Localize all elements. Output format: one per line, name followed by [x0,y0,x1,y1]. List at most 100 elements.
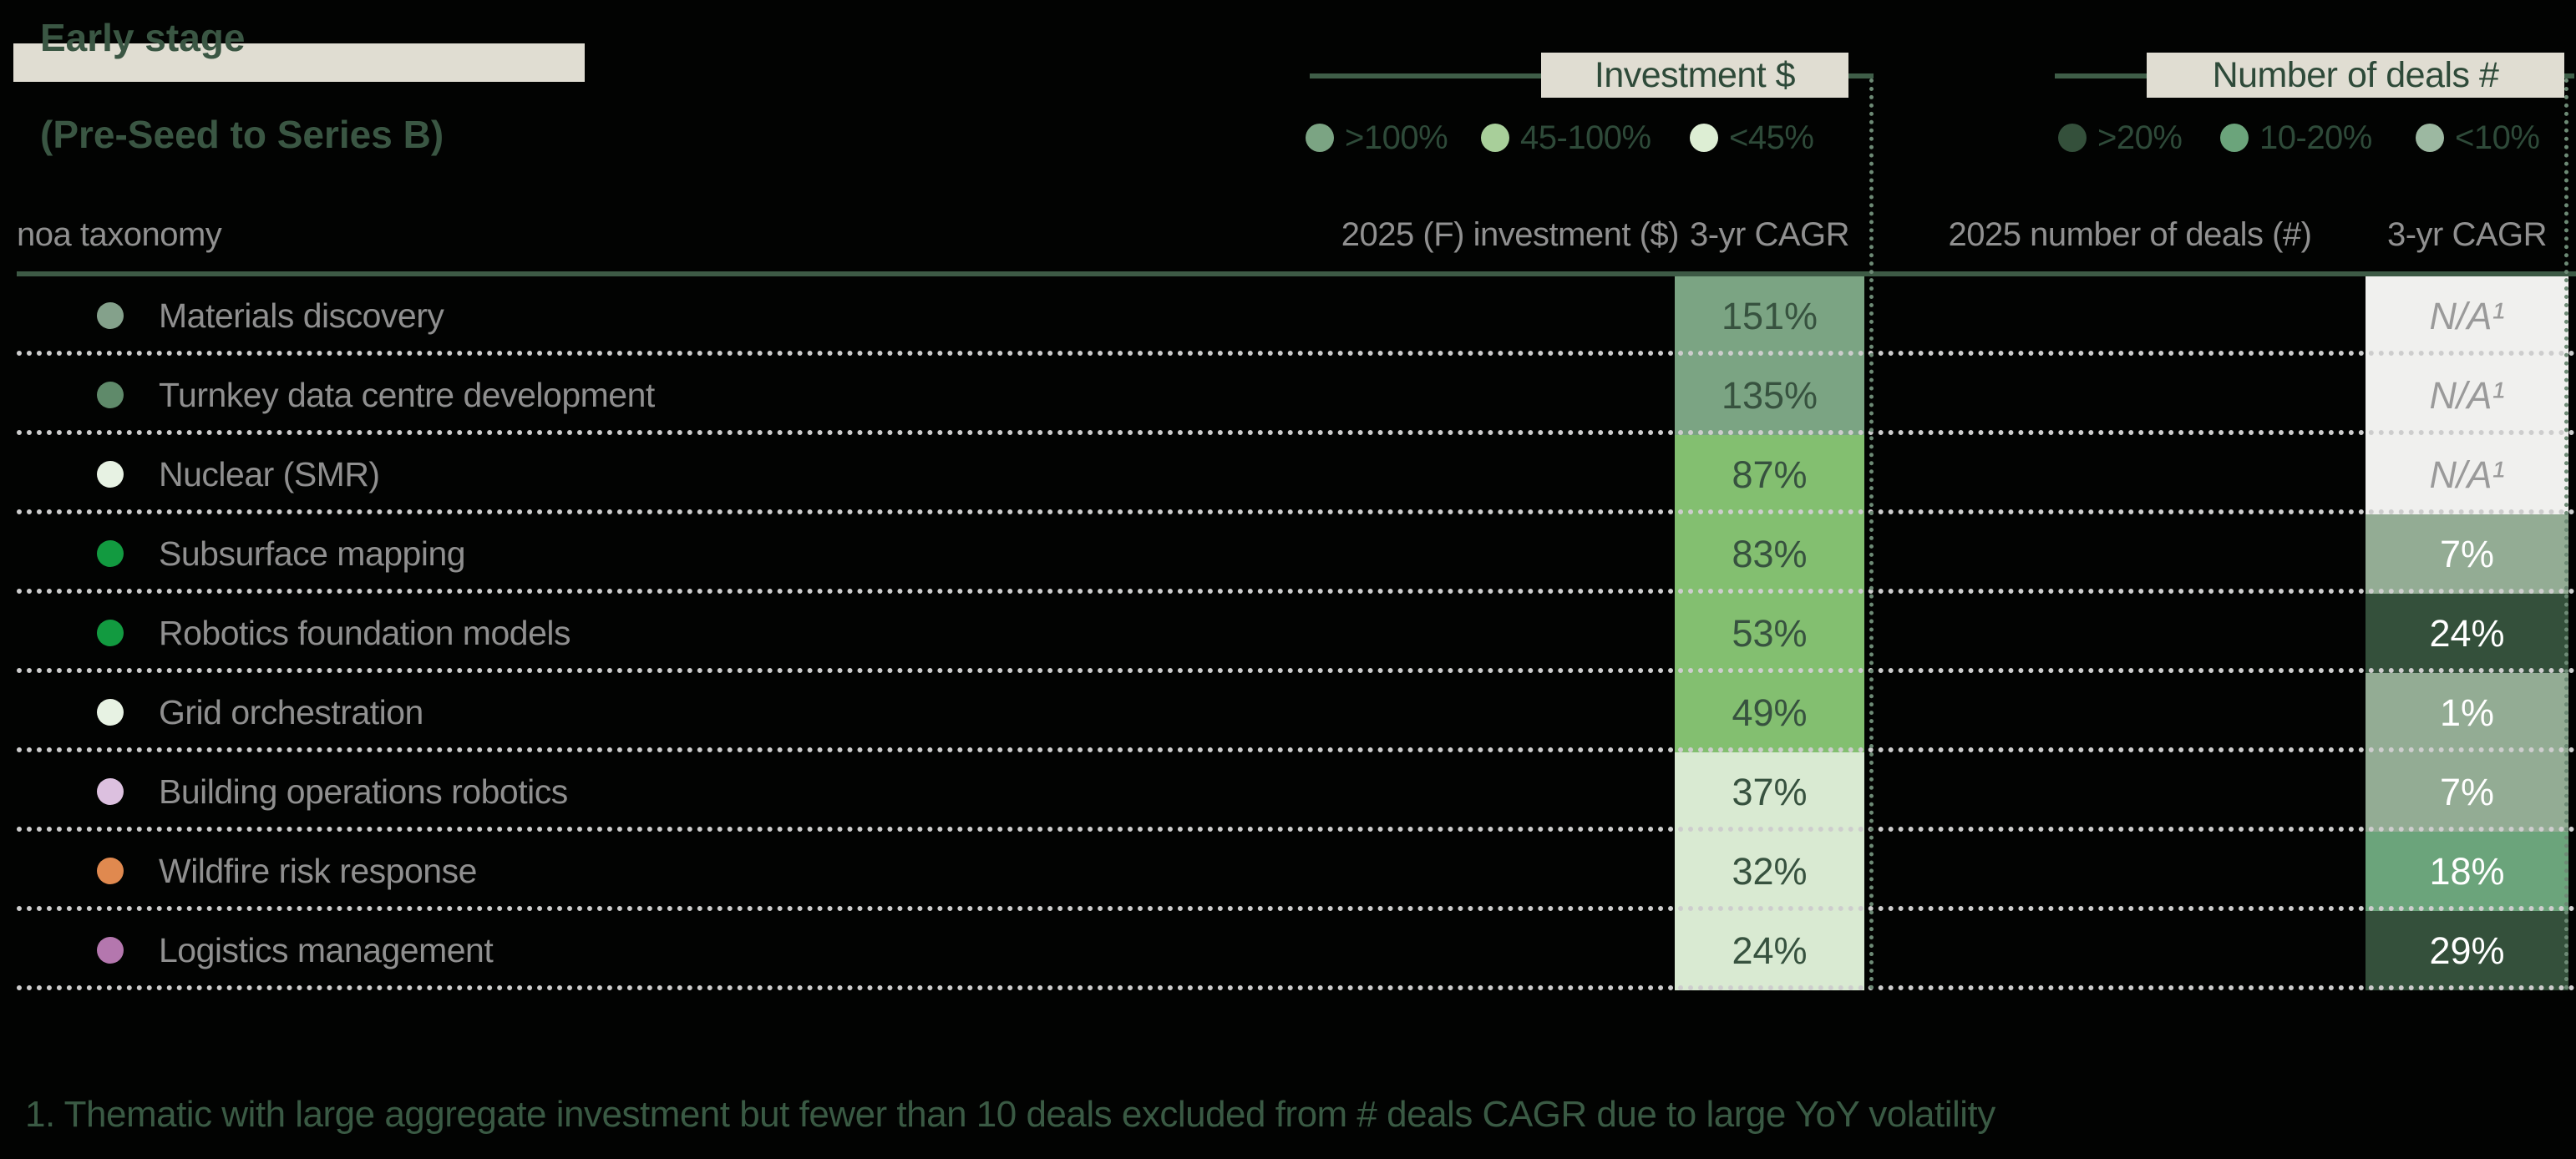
taxonomy-label: Building operations robotics [159,772,568,811]
column-header-deals-cagr: 3-yr CAGR [2386,215,2548,253]
investment-cagr-cell: 53% [1675,594,1864,673]
investment-cagr-value: 135% [1721,373,1818,417]
legend-label: >100% [1345,119,1448,156]
deals-cagr-cell: N/A¹ [2366,356,2568,435]
row-separator [17,668,2576,673]
legend-item: <10% [2416,119,2540,157]
page-title-line2: (Pre-Seed to Series B) [40,113,444,156]
deals-group-label: Number of deals # [2212,54,2499,95]
table-row: Wildfire risk response 32% 18% [0,832,2576,911]
taxonomy-label: Logistics management [159,931,494,969]
investment-cagr-cell: 87% [1675,435,1864,514]
category-dot-icon [97,302,124,329]
taxonomy-label: Grid orchestration [159,693,423,731]
deals-cagr-value: 7% [2439,770,2495,813]
legend-item: 10-20% [2220,119,2372,157]
table-row: Robotics foundation models 53% 24% [0,594,2576,673]
taxonomy-label: Nuclear (SMR) [159,455,380,493]
investment-cagr-cell: 83% [1675,514,1864,594]
row-separator [17,827,2576,832]
investment-cagr-value: 49% [1732,691,1808,734]
taxonomy-label: Materials discovery [159,296,444,335]
table-row: Nuclear (SMR) 87% N/A¹ [0,435,2576,514]
investment-cagr-cell: 24% [1675,911,1864,990]
deals-cagr-value: N/A¹ [2429,453,2505,496]
page-title: Early stage (Pre-Seed to Series B) [40,13,444,159]
header-separator-line [17,271,2576,276]
investment-cagr-cell: 37% [1675,752,1864,832]
deals-cagr-cell: 29% [2366,911,2568,990]
deals-cagr-cell: 7% [2366,752,2568,832]
investment-cagr-value: 87% [1732,453,1808,496]
investment-cagr-value: 151% [1721,294,1818,337]
deals-cagr-value: N/A¹ [2429,373,2505,417]
investment-cagr-cell: 135% [1675,356,1864,435]
column-header-taxonomy: noa taxonomy [17,215,222,253]
deals-cagr-cell: 1% [2366,673,2568,752]
row-separator [17,430,2576,435]
taxonomy-label: Subsurface mapping [159,534,466,573]
row-separator [17,747,2576,752]
deals-cagr-cell: 7% [2366,514,2568,594]
legend-label: >20% [2097,119,2183,156]
investment-cagr-value: 53% [1732,611,1808,655]
deals-cagr-value: N/A¹ [2429,294,2505,337]
deals-cagr-value: 7% [2439,532,2495,575]
legend-item: >100% [1306,119,1448,157]
category-dot-icon [97,620,124,646]
investment-cagr-cell: 151% [1675,276,1864,356]
investment-cagr-value: 24% [1732,929,1808,972]
table-row: Subsurface mapping 83% 7% [0,514,2576,594]
investment-group-label-box: Investment $ [1541,53,1848,98]
column-header-investment: 2025 (F) investment ($) [1341,215,1680,253]
legend-item: <45% [1690,119,1814,157]
legend-item: >20% [2058,119,2183,157]
investment-cagr-value: 32% [1732,849,1808,893]
row-separator [17,906,2576,911]
legend-dot-icon [2220,124,2249,152]
deals-cagr-cell: N/A¹ [2366,276,2568,356]
investment-cagr-cell: 49% [1675,673,1864,752]
table-row: Logistics management 24% 29% [0,911,2576,990]
page-title-line1: Early stage [40,16,246,59]
table-row: Building operations robotics 37% 7% [0,752,2576,832]
investment-cagr-value: 37% [1732,770,1808,813]
category-dot-icon [97,382,124,408]
legend-dot-icon [2058,124,2087,152]
column-header-investment-cagr: 3-yr CAGR [1689,215,1850,253]
deals-cagr-value: 24% [2429,611,2505,655]
investment-column-guide-line [1869,78,1874,990]
legend-label: 10-20% [2259,119,2372,156]
deals-cagr-value: 1% [2439,691,2495,734]
investment-group-label: Investment $ [1594,54,1796,95]
legend-dot-icon [1690,124,1718,152]
legend-label: 45-100% [1520,119,1651,156]
row-separator [17,509,2576,514]
category-dot-icon [97,858,124,884]
category-dot-icon [97,699,124,726]
taxonomy-label: Turnkey data centre development [159,376,655,414]
deals-cagr-cell: N/A¹ [2366,435,2568,514]
investment-cagr-value: 83% [1732,532,1808,575]
table-body: Materials discovery 151% N/A¹ Turnkey da… [0,276,2576,990]
category-dot-icon [97,937,124,964]
deals-cagr-cell: 24% [2366,594,2568,673]
footnote: 1. Thematic with large aggregate investm… [25,1094,1995,1135]
column-header-deals: 2025 number of deals (#) [1948,215,2312,253]
investment-cagr-cell: 32% [1675,832,1864,911]
legend-item: 45-100% [1481,119,1651,157]
legend-dot-icon [2416,124,2444,152]
legend-label: <10% [2455,119,2540,156]
deals-group-label-box: Number of deals # [2147,53,2564,98]
table-row: Turnkey data centre development 135% N/A… [0,356,2576,435]
legend-label: <45% [1729,119,1814,156]
title-highlight-bar [13,43,585,82]
deals-column-guide-line [2564,78,2568,990]
row-separator [17,351,2576,356]
legend-dot-icon [1306,124,1334,152]
table-row: Materials discovery 151% N/A¹ [0,276,2576,356]
row-separator [17,589,2576,594]
taxonomy-label: Robotics foundation models [159,614,570,652]
category-dot-icon [97,540,124,567]
